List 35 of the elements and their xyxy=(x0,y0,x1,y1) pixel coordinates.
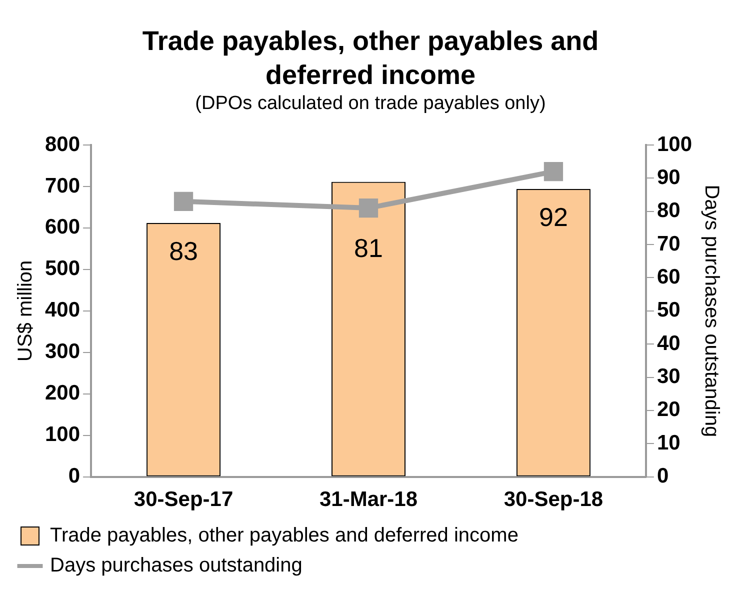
y2-tick-label: 40 xyxy=(656,332,680,355)
point xyxy=(174,192,194,211)
y2-tick-label: 60 xyxy=(656,266,680,289)
y-tick-label: 0 xyxy=(68,464,80,488)
y2-tick-label: 80 xyxy=(656,199,680,222)
point xyxy=(544,162,564,182)
y2-axis-title: Days purchases outstanding xyxy=(700,184,722,438)
y2-tick-label: 100 xyxy=(656,132,692,156)
x-tick-label: 31-Mar-18 xyxy=(319,488,418,512)
chart-subtitle: (DPOs calculated on trade payables only) xyxy=(194,92,547,116)
y-tick-label: 700 xyxy=(44,174,80,198)
y-tick-label: 100 xyxy=(44,423,80,446)
chart-title: Trade payables, other payables and deferred income xyxy=(141,25,600,92)
x-tick-label: 30-Sep-18 xyxy=(504,488,604,512)
legend-label: Days purchases outstanding xyxy=(50,554,302,577)
y2-tick-label: 30 xyxy=(656,365,680,388)
y-tick-label: 300 xyxy=(44,340,80,364)
y-axis-title: US$ million xyxy=(14,260,37,362)
y2-tick-label: 20 xyxy=(656,398,680,422)
data-label: 83 xyxy=(169,236,198,266)
y2-tick-label: 70 xyxy=(656,232,680,256)
y2-tick-label: 50 xyxy=(656,298,680,322)
data-label: 92 xyxy=(539,202,568,232)
point xyxy=(358,198,378,218)
legend-label: Trade payables, other payables and deferred income xyxy=(50,524,518,547)
y2-tick-label: 90 xyxy=(656,166,680,189)
y-tick-label: 400 xyxy=(44,298,80,322)
x-tick-label: 30-Sep-17 xyxy=(134,488,234,512)
y2-tick-label: 10 xyxy=(656,431,680,454)
data-label: 81 xyxy=(354,233,383,264)
y-tick-label: 500 xyxy=(44,257,80,280)
y-tick-label: 800 xyxy=(44,132,80,156)
y2-tick-label: 0 xyxy=(656,464,669,488)
y-tick-label: 200 xyxy=(44,382,80,405)
y-tick-label: 600 xyxy=(44,216,80,239)
